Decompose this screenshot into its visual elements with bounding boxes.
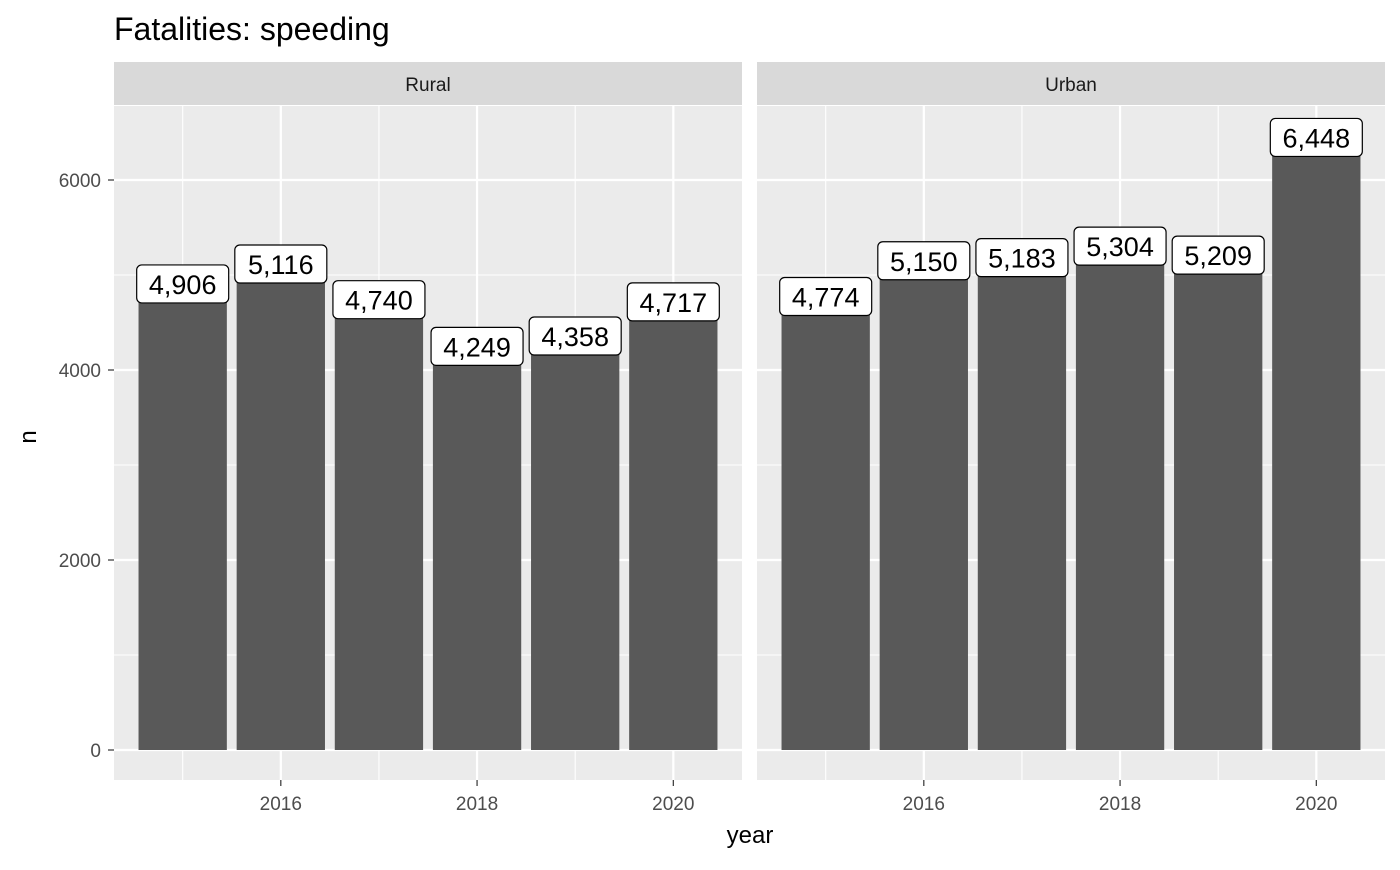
bar-2015 (781, 296, 870, 750)
data-label-box (1171, 235, 1265, 275)
y-tick-label: 0 (90, 741, 101, 762)
data-label: 5,183 (988, 244, 1056, 274)
x-tick-label: 2018 (1099, 794, 1141, 815)
data-label-box (1269, 117, 1363, 158)
data-label: 4,774 (792, 282, 860, 312)
bar-2019 (531, 335, 620, 750)
bar-2016 (879, 260, 968, 750)
bar-2020 (629, 301, 718, 750)
x-tick-label: 2016 (903, 794, 945, 815)
data-label: 4,906 (149, 270, 217, 300)
data-label-box (1073, 226, 1167, 266)
data-label-box (779, 276, 873, 317)
chart-title: Fatalities: speeding (114, 11, 390, 47)
facet-panel-rural: Rural 4,906 5,116 4,740 4,249 4,358 4,717 2016 2… (114, 62, 742, 815)
x-tick-label: 2020 (1295, 794, 1337, 815)
data-label: 5,150 (890, 247, 958, 277)
x-tick-label: 2018 (456, 794, 498, 815)
data-label-box (430, 326, 524, 366)
y-tick-label: 4000 (59, 361, 101, 382)
facet-strip (114, 62, 742, 105)
x-tick-label: 2020 (652, 794, 694, 815)
data-label-box (975, 238, 1069, 278)
y-axis-title: n (15, 430, 42, 443)
x-tick-label: 2016 (260, 794, 302, 815)
facet-strip-label: Rural (405, 75, 450, 96)
y-tick-label: 6000 (59, 171, 101, 192)
data-label-box (234, 244, 328, 284)
data-label-box (877, 241, 971, 281)
data-label: 5,209 (1184, 241, 1252, 271)
data-label: 5,116 (248, 250, 314, 280)
data-label: 6,448 (1283, 123, 1351, 153)
data-label: 5,304 (1086, 232, 1154, 262)
data-label: 4,740 (345, 286, 413, 316)
data-label: 4,358 (541, 322, 609, 352)
data-label-box (136, 264, 230, 304)
data-label-box (626, 282, 720, 322)
bar-2018 (1075, 246, 1165, 750)
data-label-box (528, 316, 622, 356)
data-label: 4,249 (443, 332, 511, 362)
facet-strip (757, 62, 1385, 105)
bar-2019 (1174, 255, 1263, 750)
facet-panel-urban: Urban 4,774 5,150 5,183 5,304 5,209 6,448 2016 2… (757, 62, 1385, 815)
facet-strip-label: Urban (1045, 75, 1097, 96)
bar-2015 (138, 283, 227, 750)
bar-2018 (432, 346, 522, 750)
bar-2020 (1272, 137, 1361, 750)
y-tick-label: 2000 (59, 551, 101, 572)
x-axis-title: year (727, 822, 774, 849)
bar-2016 (236, 263, 325, 750)
bar-2017 (334, 299, 424, 750)
data-label: 4,717 (640, 288, 708, 318)
data-label-box (332, 280, 426, 320)
bar-2017 (977, 257, 1067, 750)
